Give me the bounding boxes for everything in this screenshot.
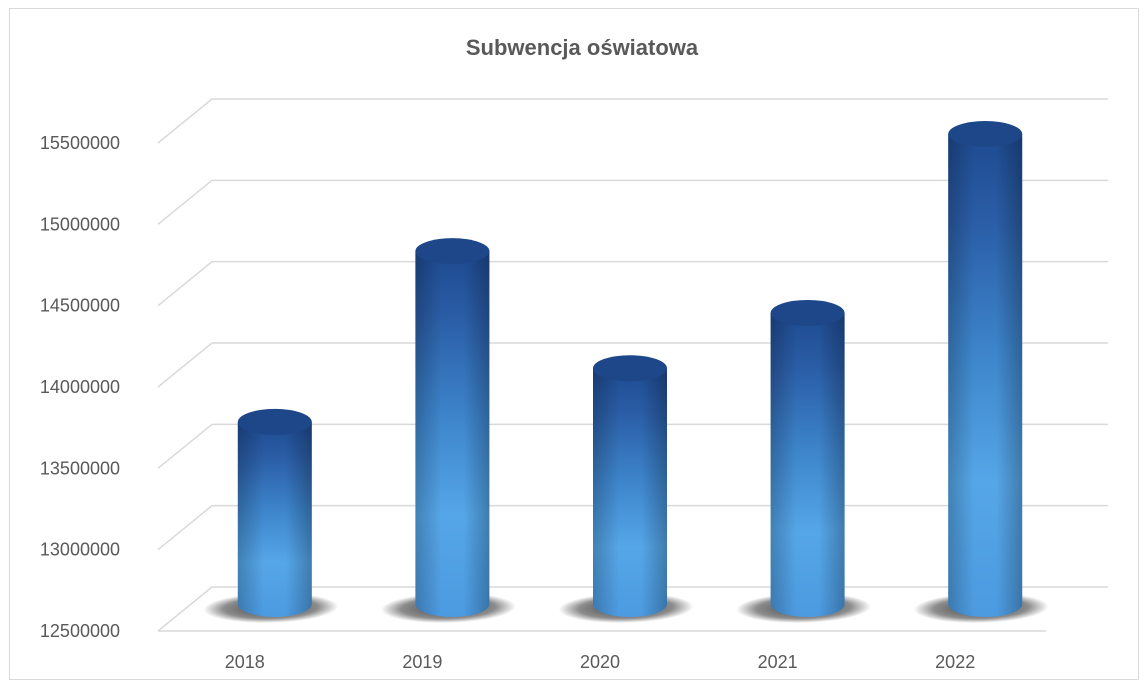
bar-top-cap [237, 408, 312, 435]
bar-top-cap [593, 355, 667, 382]
bar-shading [237, 421, 312, 617]
bar-shading [948, 134, 1023, 617]
x-tick-label: 2018 [225, 652, 265, 672]
y-tick-label: 14500000 [40, 296, 120, 316]
bar-shading [593, 368, 667, 617]
bar-2022 [913, 121, 1049, 623]
chart-title: Subwencja oświatowa [466, 35, 699, 60]
gridline [157, 179, 1108, 225]
bar-shading [415, 251, 490, 617]
x-tick-label: 2021 [758, 652, 798, 672]
y-tick-label: 15000000 [40, 214, 120, 234]
x-tick-label: 2019 [402, 652, 442, 672]
y-tick-label: 13500000 [40, 458, 120, 478]
gridline [157, 260, 1108, 307]
bar-top-cap [948, 121, 1023, 148]
bar-top-cap [770, 299, 845, 326]
y-tick-label: 15500000 [40, 133, 120, 153]
bar-2019 [381, 238, 516, 623]
x-tick-label: 2022 [935, 652, 975, 672]
x-tick-label: 2020 [580, 652, 620, 672]
bar-top-cap [415, 238, 490, 265]
y-tick-label: 14000000 [40, 377, 120, 397]
bar-2018 [203, 408, 339, 623]
y-tick-label: 12500000 [40, 621, 120, 641]
bar-2021 [736, 299, 871, 623]
y-tick-label: 13000000 [40, 540, 120, 560]
bar-shading [770, 312, 845, 617]
gridline [157, 98, 1108, 144]
bar-2020 [558, 355, 694, 623]
